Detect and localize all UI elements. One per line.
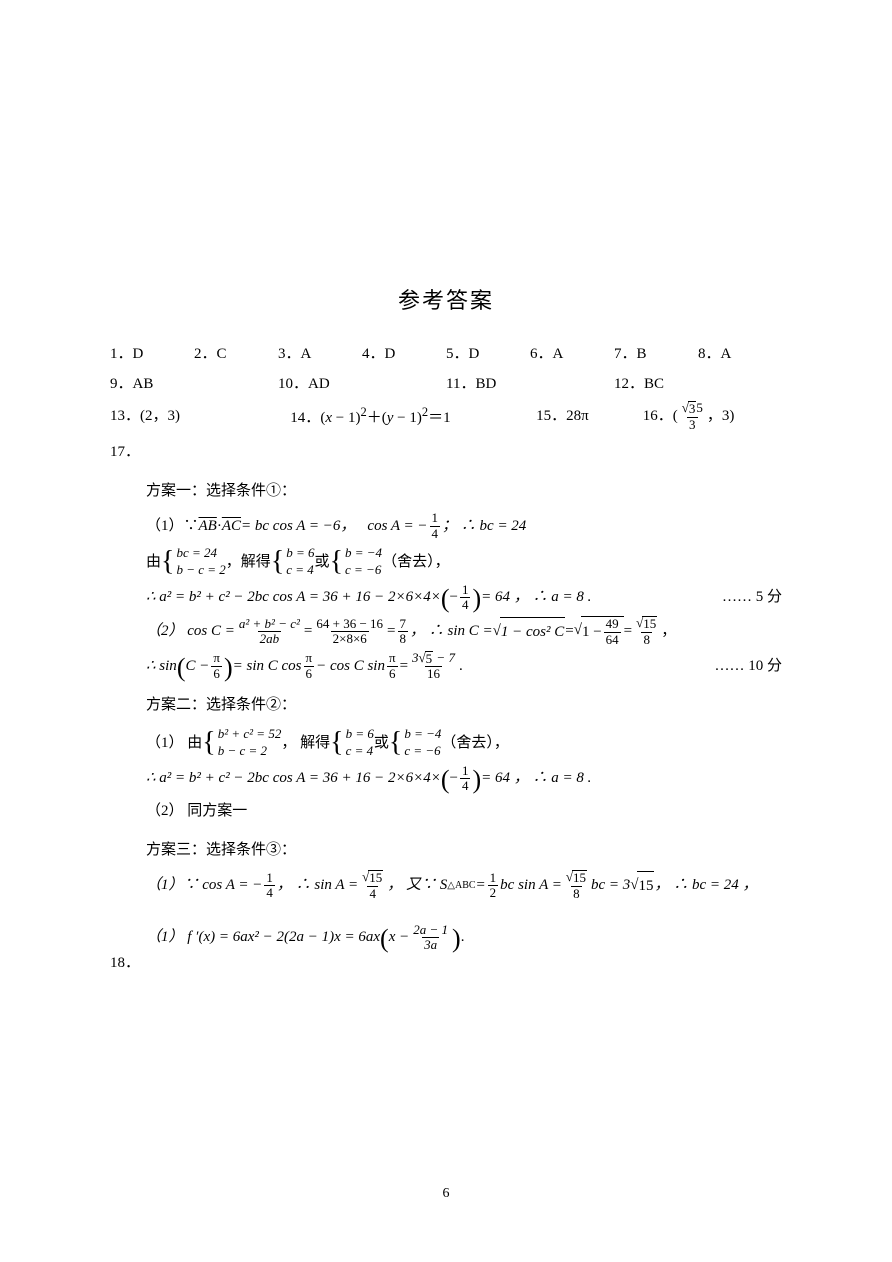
plan1-line5: ∴ sin(C − π6) = sin C cos π6 − cos C sin… xyxy=(110,651,782,682)
plan1-line2: 由 {bc = 24b − c = 2 ，解得 {b = 6c = 4 或 {b… xyxy=(110,545,782,579)
score-10: …… 10 分 xyxy=(714,652,782,681)
plan2-label: 方案二：选择条件②： xyxy=(110,691,782,720)
q17-label: 17． xyxy=(110,438,782,467)
plan1-line4: （2） cos C = a² + b² − c²2ab = 64 + 36 − … xyxy=(110,616,782,647)
plan3-label: 方案三：选择条件③： xyxy=(110,836,782,865)
q18-label: 18． xyxy=(110,949,766,978)
plan1-label: 方案一：选择条件①： xyxy=(110,477,782,506)
plan2-line3: （2） 同方案一 xyxy=(110,797,782,826)
page-number: 6 xyxy=(0,1186,892,1202)
page-title: 参考答案 xyxy=(110,280,782,322)
answers-row-1: 1．D 2．C 3．A 4．D 5．D 6．A 7．B 8．A xyxy=(110,340,782,369)
plan1-line3: ∴ a² = b² + c² − 2bc cos A = 36 + 16 − 2… xyxy=(110,583,782,613)
answers-row-2: 9．AB 10．AD 11．BD 12．BC xyxy=(110,370,782,399)
answers-row-3: 13．(2，3) 14．(x − 1)2＋(y − 1)2＝1 15．28π 1… xyxy=(110,401,782,433)
plan2-line1: （1） 由 {b² + c² = 52b − c = 2 ， 解得 {b = 6… xyxy=(110,726,782,760)
plan3-line1: （1）∵ cos A = −14 ， ∴ sin A = 154 ， 又∵ S△… xyxy=(110,870,782,901)
plan1-line1: （1）∵ AB · AC = bc cos A = −6， cos A = −1… xyxy=(110,511,782,541)
plan2-line2: ∴ a² = b² + c² − 2bc cos A = 36 + 16 − 2… xyxy=(110,764,782,794)
score-5: …… 5 分 xyxy=(722,583,782,612)
